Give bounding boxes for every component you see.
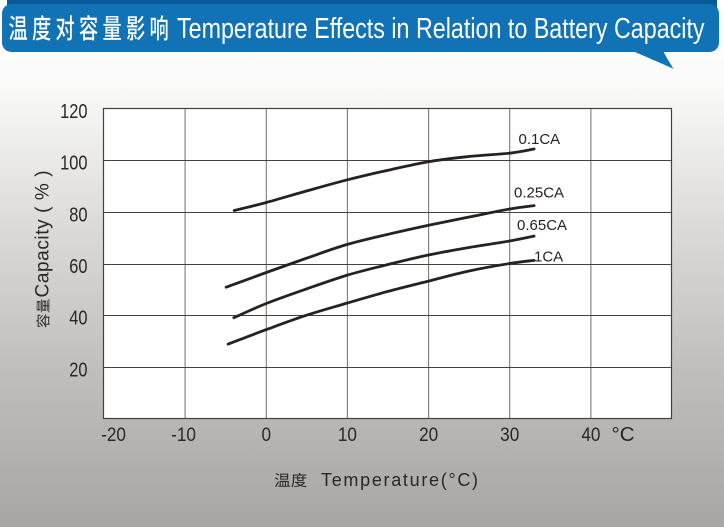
svg-text:10: 10 xyxy=(338,423,357,445)
svg-text:-20: -20 xyxy=(101,423,126,445)
svg-text:120: 120 xyxy=(60,99,87,122)
svg-text:100: 100 xyxy=(60,151,87,174)
svg-text:°C: °C xyxy=(612,423,635,446)
svg-text:0: 0 xyxy=(262,423,272,445)
svg-text:0.65CA: 0.65CA xyxy=(517,217,567,234)
svg-text:1CA: 1CA xyxy=(534,249,563,266)
svg-text:0.1CA: 0.1CA xyxy=(519,131,561,148)
svg-text:30: 30 xyxy=(500,423,519,445)
svg-text:Capacity ( % ): Capacity ( % ) xyxy=(33,170,54,298)
svg-text:40: 40 xyxy=(581,423,600,445)
svg-text:Temperature(°C): Temperature(°C) xyxy=(321,470,480,490)
svg-text:60: 60 xyxy=(69,254,87,277)
svg-text:80: 80 xyxy=(69,203,87,226)
svg-text:0.25CA: 0.25CA xyxy=(514,185,564,202)
svg-text:20: 20 xyxy=(69,358,87,381)
svg-text:40: 40 xyxy=(69,306,87,329)
svg-text:Temperature Effects in Relatio: Temperature Effects in Relation to Batte… xyxy=(177,12,705,45)
svg-text:20: 20 xyxy=(419,423,438,445)
svg-text:-10: -10 xyxy=(171,423,196,445)
